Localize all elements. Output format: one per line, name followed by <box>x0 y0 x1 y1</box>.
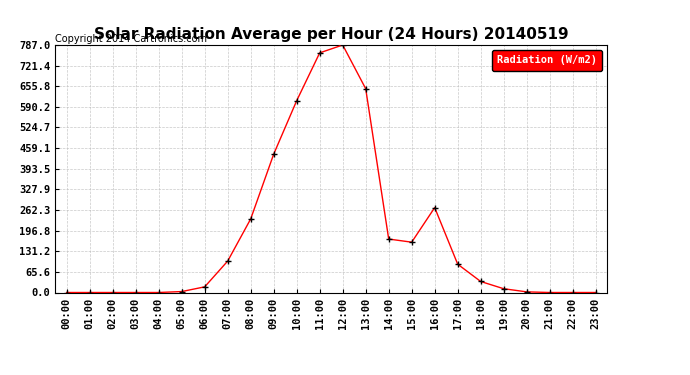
Legend: Radiation (W/m2): Radiation (W/m2) <box>491 50 602 70</box>
Text: Copyright 2014 Cartronics.com: Copyright 2014 Cartronics.com <box>55 34 207 44</box>
Title: Solar Radiation Average per Hour (24 Hours) 20140519: Solar Radiation Average per Hour (24 Hou… <box>94 27 569 42</box>
